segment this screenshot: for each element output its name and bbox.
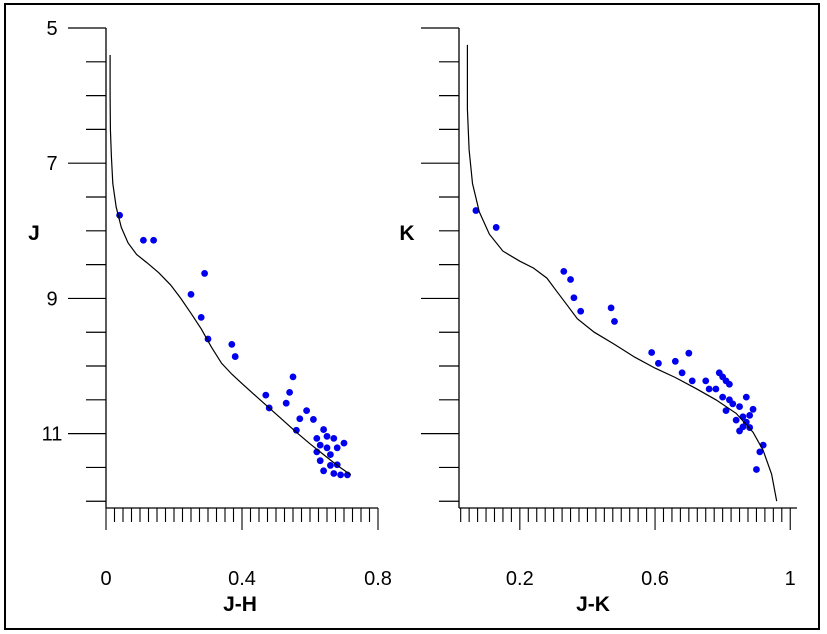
data-point [671, 357, 679, 365]
data-point [702, 377, 710, 385]
data-point [231, 353, 239, 360]
data-point [570, 294, 578, 302]
y-tick-label: 5 [46, 18, 57, 40]
data-point [323, 444, 331, 452]
data-point [607, 304, 615, 312]
x-tick-label: 0.4 [228, 568, 256, 590]
data-point [286, 388, 293, 396]
data-point [739, 423, 747, 431]
x-tick-label: 0 [100, 568, 111, 590]
data-point [742, 418, 750, 426]
isochrone-line [466, 44, 778, 502]
data-point [330, 470, 338, 477]
x-axis-title: J-H [223, 593, 257, 616]
data-point [688, 377, 696, 385]
data-point [577, 307, 585, 315]
data-point [330, 434, 338, 442]
data-point [333, 444, 341, 452]
data-point [340, 439, 348, 447]
data-point [729, 400, 737, 408]
data-point [712, 385, 720, 393]
data-point [756, 448, 764, 456]
data-point [705, 385, 713, 393]
x-axis-title: J-K [576, 593, 610, 616]
data-point [282, 399, 290, 407]
data-point [150, 236, 158, 244]
data-point [726, 380, 733, 388]
data-point [648, 349, 656, 356]
data-point [313, 434, 321, 442]
isochrone-line [109, 55, 352, 476]
data-point [197, 313, 205, 321]
data-point [753, 466, 760, 473]
panel-jk: K J-K 0.2 0.6 1 [399, 27, 797, 616]
data-point [611, 318, 618, 325]
y-tick-label: 7 [46, 153, 57, 175]
data-point [316, 441, 324, 449]
data-point [296, 415, 304, 423]
data-point [303, 407, 310, 415]
data-point [316, 457, 324, 465]
data-point [567, 276, 574, 283]
data-point [337, 471, 344, 479]
panel-jh: J J-H 0 0.4 0.8 5 7 9 11 [28, 18, 392, 616]
data-point [685, 349, 693, 357]
data-point [327, 462, 334, 469]
data-point [323, 432, 331, 440]
data-point [746, 411, 754, 419]
x-tick-label: 1 [785, 568, 796, 590]
data-point [736, 403, 743, 410]
data-point [187, 290, 195, 298]
data-point [722, 407, 730, 415]
data-point [492, 224, 500, 231]
y-tick-label: 11 [42, 424, 63, 446]
data-point [140, 236, 147, 244]
data-point [655, 359, 662, 367]
x-tick-label: 0.6 [641, 568, 669, 590]
y-axis-title: K [399, 222, 414, 245]
data-point [320, 426, 327, 433]
data-point [732, 416, 740, 424]
data-point [262, 391, 270, 399]
data-point [320, 467, 327, 475]
data-point [749, 405, 757, 413]
figure-frame [4, 3, 820, 630]
data-point [472, 207, 480, 214]
data-point [678, 369, 686, 377]
x-tick-label: 0.8 [364, 568, 392, 590]
y-tick-label: 9 [46, 288, 57, 310]
x-tick-label: 0.2 [506, 568, 534, 590]
data-point [293, 426, 300, 434]
data-point [719, 393, 727, 401]
data-point [201, 270, 209, 277]
y-axis-title: J [28, 222, 40, 245]
data-point [310, 416, 317, 423]
data-point [228, 340, 236, 348]
data-point [742, 393, 750, 401]
data-point [327, 451, 334, 458]
data-point [289, 373, 297, 381]
data-point [560, 267, 568, 275]
